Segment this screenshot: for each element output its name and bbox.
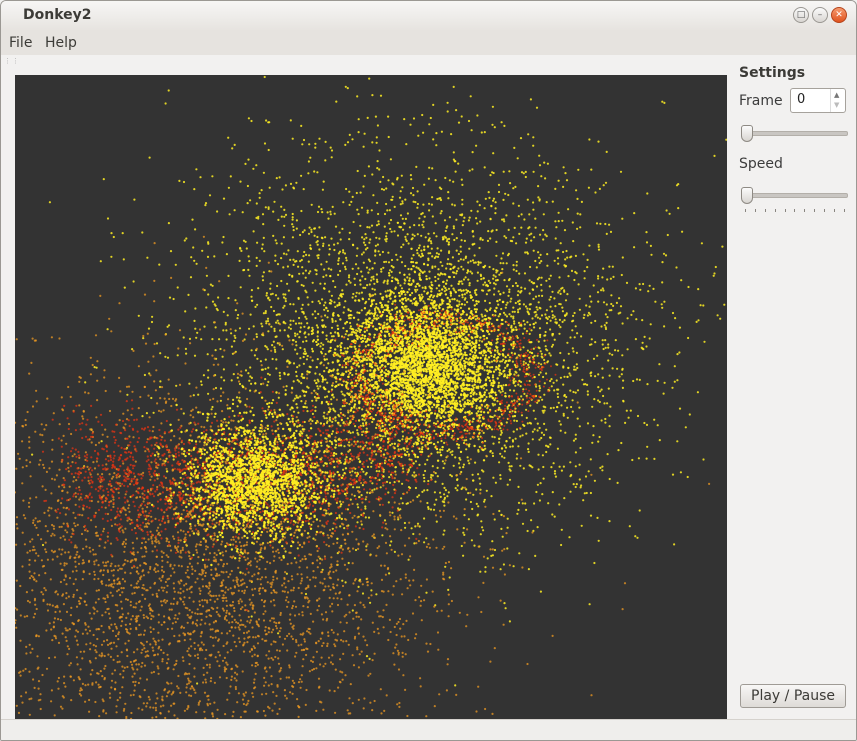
slider-tick [824,209,826,212]
spin-up-icon[interactable]: ▲ [834,91,840,99]
settings-title: Settings [739,65,806,81]
speed-slider-handle-icon[interactable] [741,187,753,204]
speed-slider[interactable] [743,193,848,198]
slider-tick [834,209,836,212]
slider-tick [764,209,766,212]
slider-tick [794,209,796,212]
play-pause-button[interactable]: Play / Pause [740,684,846,708]
status-bar [1,719,856,740]
frame-value[interactable]: 0 [797,92,806,107]
menu-bar: File Help [1,31,856,55]
maximize-icon[interactable]: □ [793,7,809,23]
slider-tick [754,209,756,212]
slider-tick [804,209,806,212]
slider-tick [814,209,816,212]
menu-file[interactable]: File [9,35,33,51]
title-bar[interactable]: Donkey2 □ – ✕ [1,1,856,31]
settings-panel: Settings Frame 0 ▲ ▼ Speed [739,63,849,713]
speed-label: Speed [739,156,783,172]
particle-canvas[interactable] [15,75,727,719]
particle-plot [15,75,727,719]
menu-help[interactable]: Help [45,35,77,51]
slider-tick [843,209,845,212]
minimize-icon[interactable]: – [812,7,828,23]
frame-slider-handle-icon[interactable] [741,125,753,142]
spin-down-icon[interactable]: ▼ [834,101,840,109]
slider-tick [784,209,786,212]
spin-arrows: ▲ ▼ [830,89,845,112]
window-title: Donkey2 [23,7,92,23]
frame-label: Frame [739,93,783,109]
window-controls: □ – ✕ [793,7,847,23]
pane-grip[interactable]: ⋮⋮ [4,57,20,65]
slider-tick [774,209,776,212]
speed-slider-ticks [745,209,845,213]
close-icon[interactable]: ✕ [831,7,847,23]
frame-spinbox[interactable]: 0 ▲ ▼ [790,88,846,113]
slider-tick [745,209,746,212]
frame-slider[interactable] [743,131,848,136]
